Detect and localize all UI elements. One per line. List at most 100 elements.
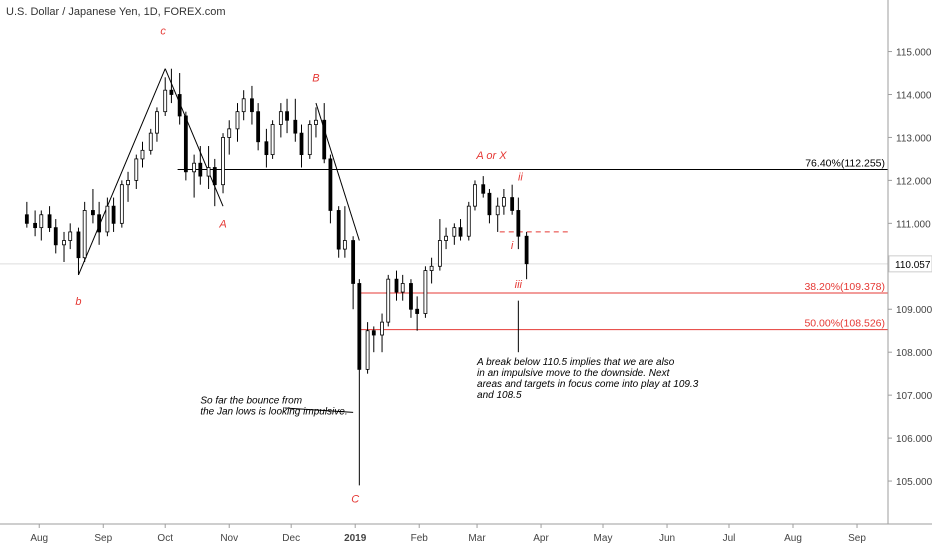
candle-body [212,167,217,186]
y-tick-label: 107.000 [896,391,932,402]
candle [169,68,174,104]
candle [91,188,95,224]
candle [241,90,246,121]
candle-body [177,94,182,117]
candle-body [278,111,283,125]
candle-body [105,205,110,233]
candle [481,176,486,198]
x-tick-label: Aug [784,533,802,544]
x-tick-label: Oct [157,533,173,544]
candle-body [357,283,362,370]
candle-body [39,214,44,229]
last-price-label: 110.057 [895,260,931,271]
x-tick-label: Nov [220,533,238,544]
candle [423,266,428,318]
candle-body [169,89,174,95]
candle-body [264,141,269,156]
candle [495,197,500,232]
candle [221,133,225,194]
candle-body [322,119,327,160]
candle-body [365,330,370,370]
y-tick-label: 109.000 [896,305,932,316]
y-tick-label: 111.000 [896,219,931,230]
candle [212,158,217,207]
candle [437,219,442,271]
candle [487,188,492,224]
candle [134,154,139,189]
candle-body [400,283,405,293]
candle [386,274,391,327]
wave-label: B [312,73,319,85]
wave-line [78,68,166,276]
candle [105,197,110,237]
candle [62,231,66,262]
candle-body [33,222,38,229]
candle [264,128,269,168]
candle [198,146,203,185]
candle [97,201,102,245]
candle-body [452,227,457,237]
annotation-text: the Jan lows is looking impulsive. [200,407,347,418]
candle-body [516,210,521,237]
candle [47,206,52,232]
candle-body [437,240,442,267]
wave-label: C [351,494,359,506]
candle-body [119,184,124,224]
candle [126,171,130,202]
wave-label: A [218,219,226,231]
wave-lines [78,68,360,276]
candle-body [91,210,95,216]
candle-body [394,278,399,293]
candle-body [429,265,434,271]
candle-body [307,124,312,156]
candle-body [501,197,506,207]
candle-body [336,210,341,250]
candle-body [53,227,58,246]
wave-label: ii [518,171,523,183]
candle-body [481,184,486,194]
candle-body [76,231,81,259]
candle [444,227,448,250]
x-tick-label: Jul [723,533,736,544]
candle [394,270,399,301]
candle [429,257,434,284]
candle-body [24,214,29,224]
candle [33,210,38,237]
annotation: A break below 110.5 implies that we are … [476,300,699,401]
wave-label: c [160,25,166,37]
candle [39,210,44,241]
y-tick-label: 105.000 [896,477,932,488]
candle [285,98,289,134]
x-tick-label: Sep [848,533,866,544]
wave-label: A or X [475,150,507,162]
candle-body [140,149,145,160]
last-price-box [888,255,932,273]
candle-body [183,115,188,173]
candle [250,85,254,125]
wave-label: b [75,296,81,308]
candle [473,180,477,211]
annotation-text: and 108.5 [477,390,522,401]
annotation-text: in an impulsive move to the downside. Ne… [477,368,671,379]
candle-body [415,308,420,314]
candle-body [380,321,384,336]
candle [307,120,312,159]
candle [278,103,283,138]
annotation-text: So far the bounce from [200,396,302,407]
candle-body [285,111,289,121]
candle [111,197,116,232]
candle-body [487,192,492,216]
candle [458,219,463,241]
candle-body [126,179,130,186]
candle [293,98,298,142]
candle-body [495,205,500,216]
candle [314,107,318,138]
x-tick-label: 2019 [344,533,367,544]
candle-body [314,119,318,125]
candle [227,120,232,155]
candle [351,236,356,310]
